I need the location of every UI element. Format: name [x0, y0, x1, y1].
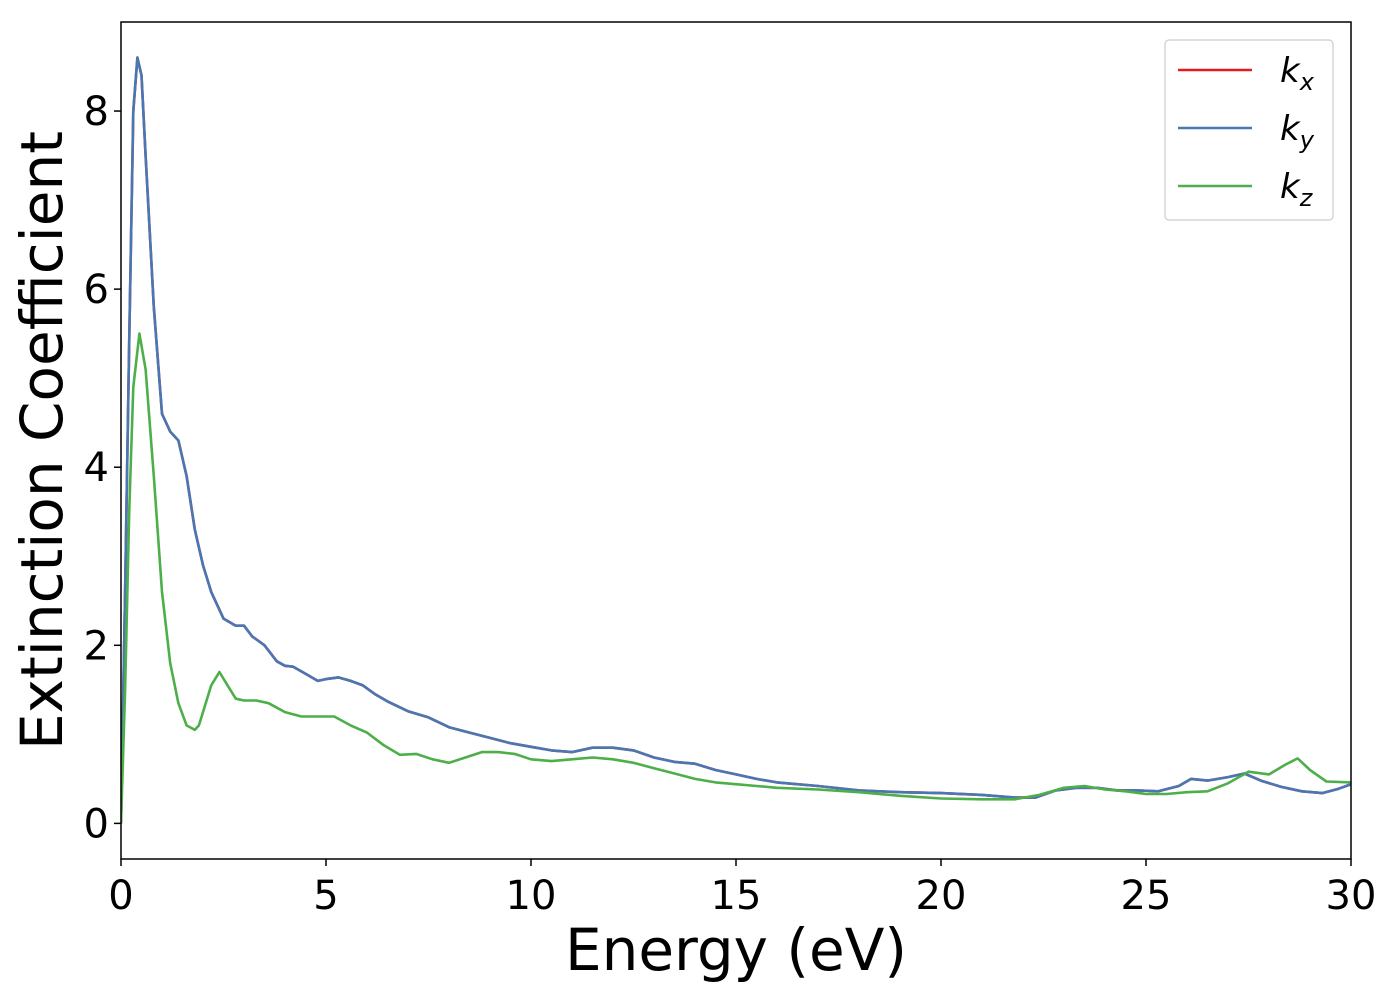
legend-label-kz: kz — [1280, 167, 1314, 212]
legend-label-kx: kx — [1280, 51, 1315, 96]
y-axis-ticks: 0 2 4 6 8 — [84, 89, 121, 847]
x-tick-label: 10 — [506, 873, 557, 919]
x-tick-label: 5 — [313, 873, 338, 919]
legend-box — [1164, 39, 1334, 221]
y-tick-label: 2 — [84, 623, 109, 669]
series-line-kz — [121, 332, 1351, 824]
y-tick-label: 8 — [84, 89, 109, 135]
x-tick-label: 20 — [916, 873, 967, 919]
x-tick-label: 30 — [1326, 873, 1377, 919]
y-axis-title: Extinction Coefficient — [8, 131, 76, 750]
x-tick-label: 0 — [108, 873, 133, 919]
x-axis-ticks: 0 5 10 15 20 25 30 — [108, 859, 1376, 919]
legend-label-ky: ky — [1280, 109, 1315, 154]
x-tick-label: 15 — [711, 873, 762, 919]
y-tick-label: 0 — [84, 801, 109, 847]
legend: kx ky kz — [1164, 39, 1334, 221]
series-layer — [121, 56, 1351, 824]
series-line-ky — [121, 56, 1351, 824]
x-tick-label: 25 — [1121, 873, 1172, 919]
y-tick-label: 4 — [84, 445, 109, 491]
y-tick-label: 6 — [84, 267, 109, 313]
x-axis-title: Energy (eV) — [565, 916, 907, 984]
